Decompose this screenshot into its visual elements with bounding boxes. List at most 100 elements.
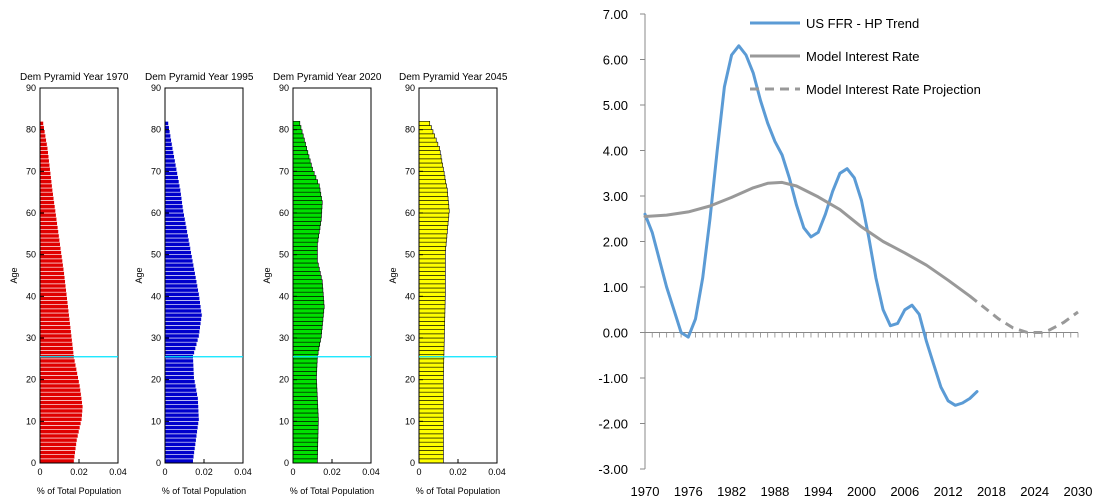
pyramid-bar (292, 279, 323, 285)
pyramid-bar (39, 387, 81, 393)
y-tick-label: -2.00 (598, 417, 628, 432)
pyramid-bar (164, 279, 198, 285)
pyramid-bar (164, 358, 194, 364)
y-tick-label: -3.00 (598, 462, 628, 477)
pyramid-bar (39, 279, 66, 285)
pyramid-bar (292, 391, 318, 397)
x-tick-label: 0.04 (488, 467, 506, 477)
pyramid-bar (418, 137, 437, 143)
pyramid-bar (39, 158, 50, 164)
x-tick-label: 2030 (1064, 484, 1093, 499)
pyramid-bar (418, 408, 444, 414)
pyramid-bar (292, 287, 324, 293)
pyramid-bar (292, 358, 318, 364)
pyramid-bar (418, 387, 444, 393)
pyramid-bar (39, 458, 75, 464)
pyramid-bar (39, 250, 62, 255)
pyramid-bar (292, 362, 318, 368)
pyramid-bar (418, 191, 448, 197)
x-tick-label: 0 (162, 467, 167, 477)
pyramid-bar (39, 304, 69, 310)
y-tick-label: 80 (279, 125, 289, 135)
pyramid-bar (39, 212, 57, 218)
pyramid-bar (39, 312, 70, 318)
y-tick-label: 5.00 (603, 98, 628, 113)
pyramid-bar (164, 229, 188, 235)
y-tick-label: 10 (151, 416, 161, 426)
pyramid-bar (164, 133, 171, 139)
pyramid-bar (292, 429, 319, 435)
pyramid-bar (418, 400, 444, 405)
pyramid-bar (292, 266, 320, 272)
pyramid-bar (39, 225, 59, 230)
pyramid-bar (418, 321, 445, 326)
pyramid-panel-4: Dem Pyramid Year 2045 0 10 20 30 40 50 60 70 80 90… (388, 72, 508, 496)
pyramid-bar (39, 133, 46, 139)
x-tick-label: 1988 (760, 484, 789, 499)
pyramid-bar (164, 191, 182, 197)
pyramid-bar (164, 458, 194, 464)
pyramid-bar (39, 262, 64, 268)
pyramid-bar (164, 446, 196, 451)
pyramid-bar (418, 304, 446, 310)
x-axis-label: % of Total Population (416, 486, 500, 496)
pyramid-bar (164, 304, 202, 310)
pyramid-bar (418, 266, 446, 272)
pyramid-bar (292, 254, 318, 260)
pyramid-bar (418, 150, 441, 155)
pyramid-bar (418, 141, 439, 147)
pyramid-bar (164, 225, 187, 230)
pyramid-bar (418, 200, 449, 205)
pyramid-bar (292, 458, 318, 464)
pyramid-title: Dem Pyramid Year 1995 (145, 72, 254, 83)
pyramid-bar (39, 246, 62, 251)
pyramid-bar (418, 379, 444, 385)
pyramid-bar (292, 454, 318, 460)
pyramid-bar (292, 312, 324, 318)
pyramid-bar (164, 300, 201, 305)
y-tick-label: 20 (279, 375, 289, 385)
pyramid-bar (164, 171, 178, 176)
pyramid-bar (292, 158, 311, 164)
y-axis-label: Age (134, 267, 144, 283)
pyramid-bar (292, 146, 307, 151)
series-line-3 (968, 294, 1079, 334)
x-tick-label: 0 (416, 467, 421, 477)
y-tick-label: 40 (405, 291, 415, 301)
pyramid-bar (164, 296, 201, 301)
pyramid-bar (39, 366, 77, 372)
pyramid-bar (292, 137, 305, 143)
x-tick-label: 2024 (1020, 484, 1049, 499)
pyramid-bar (39, 141, 48, 147)
pyramid-bar (418, 291, 446, 297)
pyramid-bar (39, 337, 73, 343)
pyramid-bar (39, 129, 46, 135)
pyramid-bar (418, 146, 440, 151)
pyramid-bar (39, 416, 83, 422)
pyramid-bar (164, 200, 183, 205)
pyramid-bar (418, 429, 444, 435)
y-tick-label: 20 (151, 375, 161, 385)
series-line-1 (643, 44, 979, 407)
pyramid-bar (292, 450, 318, 455)
y-tick-label: 10 (26, 416, 36, 426)
pyramid-bar (292, 341, 321, 347)
pyramid-bar (292, 300, 325, 305)
pyramid-bars (418, 121, 450, 464)
pyramid-bar (39, 408, 83, 414)
x-minor-ticks (644, 332, 1079, 338)
legend: US FFR - HP Trend Model Interest Rate Mode… (750, 16, 981, 97)
pyramid-bar (418, 371, 444, 376)
pyramid-bar (292, 325, 323, 330)
pyramid-bar (164, 125, 170, 130)
pyramid-bar (418, 279, 446, 285)
pyramid-bar (418, 346, 445, 351)
y-tick-label: 60 (151, 208, 161, 218)
y-tick-label: 20 (405, 375, 415, 385)
pyramid-bar (164, 175, 179, 180)
pyramid-bar (39, 166, 51, 172)
pyramid-bar (418, 133, 435, 139)
pyramid-bar (39, 179, 52, 185)
pyramid-bar (292, 304, 325, 310)
x-tick-label: 0 (290, 467, 295, 477)
